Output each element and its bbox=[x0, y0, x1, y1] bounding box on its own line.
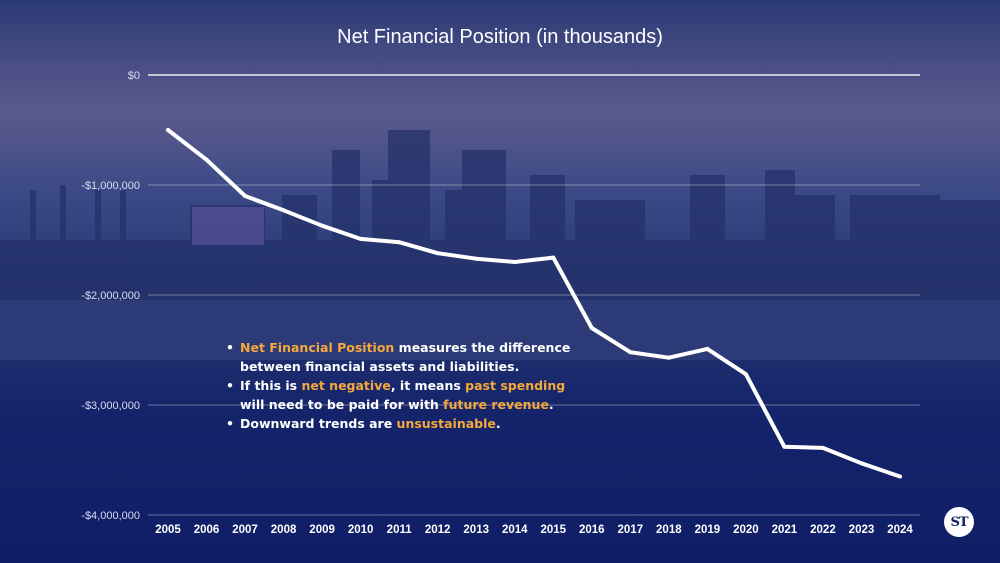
y-tick-label: $0 bbox=[128, 70, 140, 82]
x-tick-label: 2017 bbox=[618, 524, 644, 536]
x-tick-label: 2012 bbox=[425, 524, 451, 536]
data-point bbox=[782, 444, 787, 449]
data-point bbox=[320, 223, 325, 228]
x-tick-label: 2009 bbox=[309, 524, 335, 536]
data-point bbox=[512, 260, 517, 264]
x-tick-label: 2014 bbox=[502, 524, 528, 536]
x-tick-label: 2011 bbox=[387, 524, 413, 536]
note-2-mid-2: will need to be paid for with bbox=[240, 397, 444, 412]
note-item-2: If this is net negative, it means past s… bbox=[226, 376, 576, 414]
x-tick-label: 2007 bbox=[232, 524, 258, 536]
data-point bbox=[474, 256, 479, 261]
data-point bbox=[281, 208, 286, 213]
y-axis-ticks: $0 -$1,000,000 -$2,000,000 -$3,000,000 -$4,0… bbox=[81, 70, 140, 522]
data-point bbox=[397, 240, 402, 245]
note-3-post: . bbox=[495, 416, 501, 431]
data-point bbox=[743, 372, 748, 377]
x-tick-label: 2019 bbox=[695, 524, 721, 536]
x-axis-ticks: 2005 2006 2007 2008 2009 2010 2011 2012 2013 2014… bbox=[155, 524, 913, 536]
note-1-highlight: Net Financial Position bbox=[240, 340, 395, 355]
note-2-post: . bbox=[548, 397, 554, 412]
note-2-mid: , it means bbox=[390, 378, 466, 393]
x-tick-label: 2008 bbox=[271, 524, 297, 536]
data-point bbox=[820, 445, 825, 450]
y-tick-label: -$1,000,000 bbox=[81, 180, 140, 192]
data-point bbox=[666, 355, 671, 360]
x-tick-label: 2024 bbox=[887, 524, 913, 536]
note-3-highlight: unsustainable bbox=[396, 416, 496, 431]
x-tick-label: 2018 bbox=[656, 524, 682, 536]
note-item-3: Downward trends are unsustainable. bbox=[226, 414, 576, 433]
explanation-notes: Net Financial Position measures the diff… bbox=[226, 338, 576, 433]
x-tick-label: 2022 bbox=[810, 524, 836, 536]
note-1-text: measures the difference between financia… bbox=[240, 340, 571, 374]
data-point bbox=[589, 326, 594, 330]
data-point bbox=[898, 474, 902, 479]
net-financial-position-line bbox=[166, 128, 902, 479]
data-point bbox=[551, 255, 556, 260]
y-tick-label: -$4,000,000 bbox=[81, 510, 140, 522]
x-tick-label: 2005 bbox=[155, 524, 181, 536]
x-tick-label: 2020 bbox=[733, 524, 759, 536]
data-point bbox=[435, 251, 440, 256]
data-point bbox=[628, 350, 633, 355]
note-2-highlight-2: past spending bbox=[465, 378, 566, 393]
x-tick-label: 2015 bbox=[540, 524, 566, 536]
y-tick-label: -$3,000,000 bbox=[81, 400, 140, 412]
data-point bbox=[859, 461, 864, 466]
x-tick-label: 2010 bbox=[348, 524, 374, 536]
note-2-highlight-1: net negative bbox=[301, 378, 391, 393]
x-tick-label: 2013 bbox=[463, 524, 489, 536]
x-tick-label: 2016 bbox=[579, 524, 605, 536]
x-tick-label: 2023 bbox=[849, 524, 875, 536]
note-2-pre: If this is bbox=[240, 378, 302, 393]
note-3-pre: Downward trends are bbox=[240, 416, 397, 431]
y-tick-label: -$2,000,000 bbox=[81, 290, 140, 302]
data-point bbox=[705, 346, 710, 351]
data-point bbox=[204, 157, 209, 162]
x-tick-label: 2006 bbox=[194, 524, 220, 536]
st-logo: ST bbox=[944, 507, 974, 537]
x-tick-label: 2021 bbox=[772, 524, 798, 536]
note-item-1: Net Financial Position measures the diff… bbox=[226, 338, 576, 376]
data-point bbox=[166, 128, 170, 132]
data-point bbox=[243, 194, 248, 198]
data-point bbox=[358, 236, 363, 241]
chart-title: Net Financial Position (in thousands) bbox=[337, 26, 663, 48]
note-2-highlight-3: future revenue bbox=[443, 397, 549, 412]
